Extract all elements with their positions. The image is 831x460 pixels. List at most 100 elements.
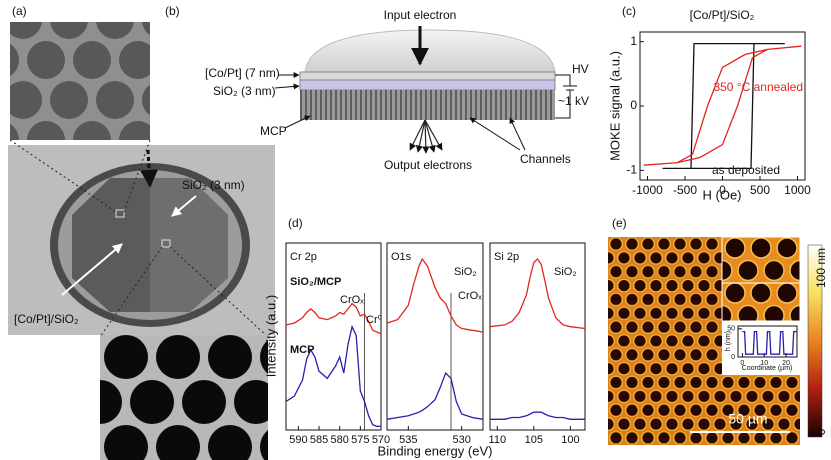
arrow [61, 243, 123, 296]
annotation: SiO₂ (3 nm) [213, 84, 276, 98]
series-label: MCP [290, 344, 314, 356]
y-axis-label: MOKE signal (a.u.) [607, 51, 622, 161]
x-tick-label: 530 [452, 434, 470, 446]
arrow [140, 149, 159, 188]
dome [304, 29, 556, 73]
annotation: ~1 kV [558, 94, 589, 108]
sem-image-top [10, 22, 150, 140]
sem-image-bottom [100, 335, 268, 460]
y-tick-label: 0 [731, 354, 735, 361]
x-tick-label: 1000 [784, 183, 811, 197]
annotation: SiO₂ [454, 266, 477, 278]
panel-a: (a) SiO₂ (3 nm) [Co/Pt]/SiO₂ [8, 4, 275, 460]
series-label: 350 °C annealed [713, 80, 803, 94]
panel-e: (e) 50 µm 100 nm 0 [608, 216, 828, 445]
panel-label: (d) [288, 216, 303, 230]
plot-frame [489, 242, 586, 431]
x-tick-label: 20 [782, 360, 790, 367]
series-line [490, 411, 585, 420]
annotation: Cr⁰ [366, 314, 383, 326]
x-tick-label: 535 [399, 434, 417, 446]
y-tick-label: 1 [630, 34, 637, 48]
arrow [274, 83, 300, 90]
plot-frame [737, 325, 798, 358]
arrow [171, 195, 197, 217]
y-tick-label: -1 [626, 163, 637, 177]
x-axis-label: Binding energy (eV) [378, 443, 493, 458]
series-line [742, 330, 797, 355]
x-tick-label: -1000 [632, 183, 663, 197]
zoom-line [169, 246, 269, 338]
colorbar-label: 100 nm [814, 248, 828, 288]
series-line [662, 42, 785, 170]
panel-b: (b) Input electron [Co/Pt] (7 nm) SiO₂ (… [165, 4, 589, 172]
x-axis-label: Coordinate (µm) [742, 365, 793, 372]
x-tick-label: 10 [760, 360, 768, 367]
zoom-line [9, 139, 117, 213]
inset-bg [722, 321, 800, 375]
x-tick-label: 580 [331, 434, 349, 446]
arrow [509, 117, 526, 151]
zoom-line [99, 246, 163, 338]
scale-bar-label: 50 µm [728, 411, 767, 427]
plot-frame [285, 242, 382, 431]
colorbar [807, 244, 823, 438]
panel-label: (c) [622, 4, 636, 18]
plot-frame [639, 31, 806, 181]
annotation: SiO₂ (3 nm) [182, 178, 245, 192]
x-tick-label: 100 [561, 434, 579, 446]
x-tick-label: 0 [719, 183, 726, 197]
plot-frame [386, 242, 484, 431]
arrow [469, 117, 521, 151]
annotation: CrOₓ [340, 294, 364, 306]
series-label: as deposited [712, 163, 780, 177]
x-tick-label: 105 [525, 434, 543, 446]
mcp-block [300, 90, 555, 120]
series-line [386, 371, 484, 420]
x-tick-label: 585 [310, 434, 328, 446]
colorbar-label: 0 [814, 428, 828, 435]
series-line [285, 324, 381, 428]
x-tick-label: 0 [740, 360, 744, 367]
output-arrows [409, 119, 443, 154]
x-tick-label: 500 [750, 183, 770, 197]
annotation: Output electrons [384, 158, 472, 172]
annotation: Channels [520, 152, 571, 166]
mcp-area-right [150, 178, 228, 312]
x-tick-label: 575 [351, 434, 369, 446]
panel-label: (e) [612, 216, 627, 230]
chart-title: O1s [391, 251, 412, 263]
panel-label: (a) [12, 4, 27, 18]
y-axis-label: Intensity (a.u.) [263, 295, 278, 377]
chart-title: [Co/Pt]/SiO₂ [690, 8, 755, 22]
panel-label: (b) [165, 4, 180, 18]
afm-inset [721, 236, 801, 322]
series-line [643, 45, 802, 166]
x-tick-label: 590 [289, 434, 307, 446]
x-tick-label: 570 [372, 434, 390, 446]
series-line [386, 257, 484, 333]
series-label: SiO₂/MCP [290, 276, 341, 288]
annotation: CrOₓ [458, 290, 482, 302]
annotation: SiO₂ [554, 266, 577, 278]
series-line [489, 257, 586, 330]
wire [555, 90, 571, 119]
annotation: Input electron [384, 8, 457, 22]
annotation: [Co/Pt] (7 nm) [205, 66, 280, 80]
annotation: MCP [260, 124, 287, 138]
sio2-layer [299, 79, 556, 91]
y-axis-label: h (nm) [725, 331, 732, 351]
sample-spot [161, 239, 171, 248]
sample-spot [115, 209, 125, 218]
series-line [285, 302, 382, 335]
x-tick-label: -500 [673, 183, 697, 197]
x-axis-label: H (Oe) [703, 187, 742, 202]
annotation: HV [572, 62, 589, 76]
y-tick-label: 0 [630, 98, 637, 112]
wire [555, 74, 571, 86]
chart-title: Cr 2p [290, 251, 317, 263]
arrow [284, 115, 311, 129]
copt-layer [299, 71, 556, 81]
y-tick-label: 50 [727, 326, 735, 333]
